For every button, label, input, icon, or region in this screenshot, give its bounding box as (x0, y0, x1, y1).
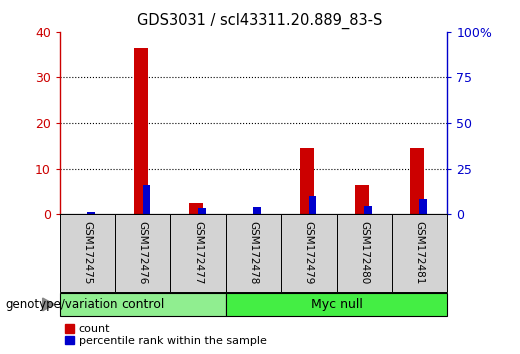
Bar (60, 214, 115, 292)
Bar (253, 207, 261, 214)
Bar (309, 196, 316, 214)
Text: Myc null: Myc null (310, 298, 362, 311)
Bar (198, 208, 205, 214)
Bar (189, 203, 203, 214)
Bar (281, 214, 336, 292)
Bar (142, 185, 150, 214)
Bar (410, 148, 424, 214)
Legend: count, percentile rank within the sample: count, percentile rank within the sample (66, 324, 267, 346)
Text: GSM172476: GSM172476 (138, 221, 148, 285)
Bar (364, 206, 372, 214)
Bar (115, 214, 171, 292)
Text: GSM172477: GSM172477 (193, 221, 203, 285)
Bar (171, 214, 226, 292)
Text: control: control (121, 298, 164, 311)
Bar (392, 214, 447, 292)
Bar (87, 212, 95, 214)
Bar (419, 199, 427, 214)
Bar (134, 48, 148, 214)
Text: GSM172475: GSM172475 (83, 221, 93, 285)
Text: GSM172479: GSM172479 (304, 221, 314, 285)
Bar (300, 148, 314, 214)
Bar (226, 292, 447, 316)
Bar (355, 184, 369, 214)
Bar (336, 214, 392, 292)
Text: GSM172480: GSM172480 (359, 222, 369, 285)
Text: GSM172481: GSM172481 (414, 221, 424, 285)
Bar (226, 214, 281, 292)
Bar (60, 292, 226, 316)
Text: GSM172478: GSM172478 (249, 221, 258, 285)
Text: GDS3031 / scl43311.20.889_83-S: GDS3031 / scl43311.20.889_83-S (137, 12, 383, 29)
Text: genotype/variation: genotype/variation (5, 298, 118, 311)
Polygon shape (43, 298, 55, 311)
